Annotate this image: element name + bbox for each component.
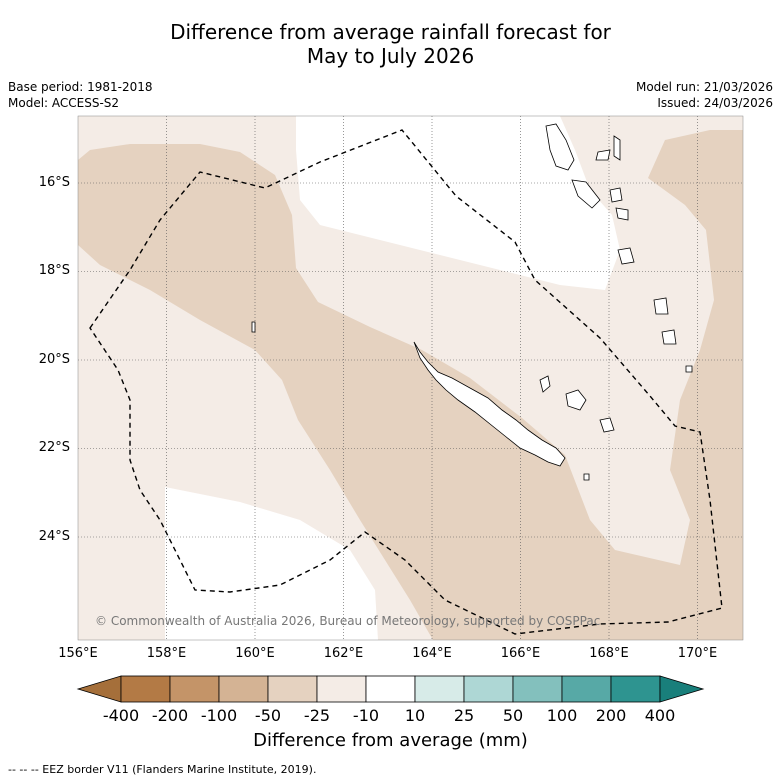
x-tick-166e: 166°E [500, 646, 541, 661]
vanuatu-malekula [571, 179, 601, 209]
y-tick-16s: 16°S [38, 175, 70, 190]
colorbar-extend-high [659, 675, 705, 703]
colorbar-tick: 400 [644, 706, 676, 725]
colorbar [76, 675, 705, 703]
colorbar-bin-11 [610, 675, 661, 703]
colorbar-tick: -400 [102, 706, 140, 725]
vanuatu-maewo [613, 135, 621, 161]
y-tick-20s: 20°S [38, 352, 70, 367]
x-tick-164e: 164°E [412, 646, 452, 661]
eez-border [89, 129, 723, 635]
copyright-notice: © Commonwealth of Australia 2026, Bureau… [95, 614, 601, 628]
colorbar-extend-low [76, 675, 122, 703]
y-tick-22s: 22°S [38, 440, 70, 455]
meta-left: Base period: 1981-2018 Model: ACCESS-S2 [8, 79, 153, 111]
colorbar-bin-8 [463, 675, 514, 703]
new-caledonia-island [413, 341, 566, 467]
near-average-southwest [165, 487, 378, 640]
near-average-north [296, 116, 620, 290]
vanuatu-erromango [653, 297, 669, 315]
model-name: Model: ACCESS-S2 [8, 96, 120, 110]
colorbar-tick: -100 [200, 706, 238, 725]
model-run: Model run: 21/03/2026 [635, 80, 773, 94]
vanuatu-espiritu-santo [545, 123, 575, 171]
colorbar-bin-6 [365, 675, 416, 703]
x-tick-168e: 168°E [589, 646, 629, 661]
vanuatu-ambrym [609, 187, 623, 203]
meta-right: Model run: 21/03/2026 Issued: 24/03/2026 [636, 79, 773, 111]
colorbar-tick: 200 [595, 706, 627, 725]
colorbar-bin-5 [316, 675, 367, 703]
moderate-dry-swathe [78, 130, 743, 640]
loyalty-island-lifou [565, 389, 587, 411]
vanuatu-efate [617, 247, 635, 265]
colorbar-bin-9 [512, 675, 563, 703]
colorbar-tick: 100 [546, 706, 578, 725]
map-title: Difference from average rainfall forecas… [0, 20, 781, 68]
colorbar-tick: -200 [151, 706, 189, 725]
loyalty-island-mare [599, 417, 615, 433]
y-tick-24s: 24°S [38, 529, 70, 544]
vanuatu-epi [615, 207, 629, 221]
colorbar-tick: 10 [404, 706, 426, 725]
colorbar-bin-1 [120, 675, 171, 703]
colorbar-tick: -10 [352, 706, 380, 725]
map-frame [77, 115, 744, 641]
colorbar-tick: -50 [254, 706, 282, 725]
colorbar-bin-7 [414, 675, 465, 703]
x-tick-170e: 170°E [677, 646, 718, 661]
vanuatu-aneityum [685, 365, 693, 373]
walpole-island [583, 473, 590, 481]
title-line-2: May to July 2026 [306, 44, 475, 68]
colorbar-bin-3 [218, 675, 269, 703]
colorbar-tick: 50 [502, 706, 524, 725]
colorbar-bin-2 [169, 675, 220, 703]
colorbar-label: Difference from average (mm) [253, 730, 528, 751]
y-tick-18s: 18°S [38, 263, 70, 278]
vanuatu-ambae [595, 149, 611, 161]
colorbar-bin-4 [267, 675, 318, 703]
colorbar-tick: 25 [453, 706, 475, 725]
map-area [78, 116, 743, 640]
vanuatu-tanna [661, 329, 677, 345]
base-period: Base period: 1981-2018 [8, 80, 153, 94]
title-line-1: Difference from average rainfall forecas… [170, 20, 611, 44]
x-tick-160e: 160°E [235, 646, 275, 661]
x-tick-158e: 158°E [146, 646, 187, 661]
x-tick-162e: 162°E [323, 646, 364, 661]
x-tick-156e: 156°E [58, 646, 98, 661]
colorbar-tick: -25 [303, 706, 331, 725]
gridlines [78, 116, 743, 640]
issued-date: Issued: 24/03/2026 [657, 96, 773, 110]
eez-footnote: -- -- -- EEZ border V11 (Flanders Marine… [8, 763, 317, 776]
colorbar-bin-10 [561, 675, 612, 703]
loyalty-island-ouvea [539, 375, 551, 393]
chesterfield-islets [251, 321, 256, 333]
